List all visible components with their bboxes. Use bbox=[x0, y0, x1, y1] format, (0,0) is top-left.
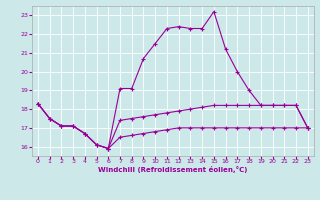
X-axis label: Windchill (Refroidissement éolien,°C): Windchill (Refroidissement éolien,°C) bbox=[98, 166, 247, 173]
